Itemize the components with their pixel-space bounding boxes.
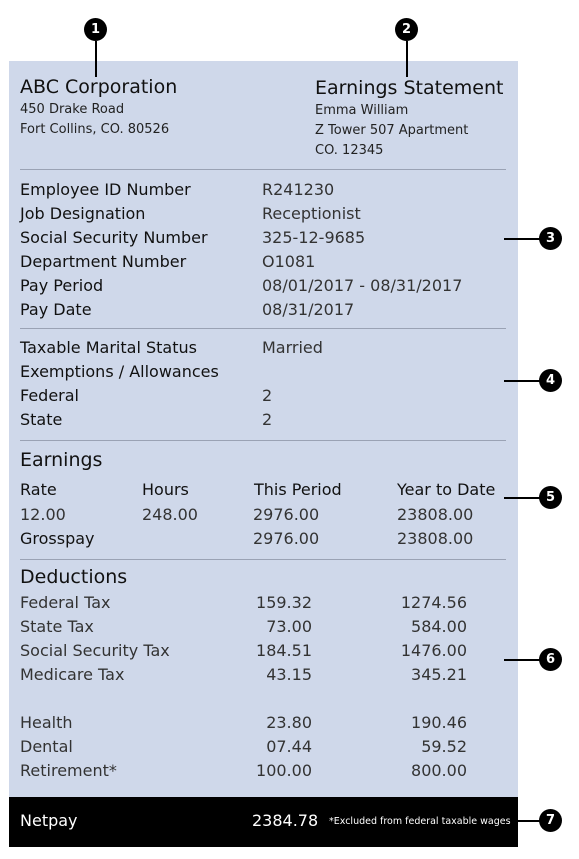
hours-value: 248.00 xyxy=(142,505,198,524)
job-designation-label: Job Designation xyxy=(20,204,146,223)
deduction-label: Health xyxy=(20,713,73,732)
callout-line-7 xyxy=(512,820,540,822)
deduction-period-value: 159.32 xyxy=(256,593,312,612)
divider xyxy=(20,328,506,329)
divider xyxy=(20,559,506,560)
deduction-ytd-value: 1274.56 xyxy=(400,593,467,612)
grosspay-period-value: 2976.00 xyxy=(253,529,320,548)
employee-address-line2: CO. 12345 xyxy=(315,143,384,158)
divider xyxy=(20,169,506,170)
divider xyxy=(20,440,506,441)
callout-marker-1: 1 xyxy=(84,18,107,41)
callout-marker-6: 6 xyxy=(539,648,562,671)
deduction-label: Social Security Tax xyxy=(20,641,170,660)
ssn-label: Social Security Number xyxy=(20,228,208,247)
state-exemptions-label: State xyxy=(20,410,63,429)
callout-marker-3: 3 xyxy=(539,227,562,250)
earnings-title: Earnings xyxy=(20,449,103,471)
year-to-date-header: Year to Date xyxy=(397,480,496,499)
callout-marker-4: 4 xyxy=(539,369,562,392)
grosspay-ytd-value: 23808.00 xyxy=(397,529,474,548)
callout-marker-7: 7 xyxy=(539,809,562,832)
marital-status-label: Taxable Marital Status xyxy=(20,338,197,357)
deduction-period-value: 07.44 xyxy=(266,737,312,756)
this-period-header: This Period xyxy=(254,480,342,499)
job-designation-value: Receptionist xyxy=(262,204,361,223)
deduction-label: Dental xyxy=(20,737,73,756)
company-address-line2: Fort Collins, CO. 80526 xyxy=(20,122,170,137)
federal-exemptions-value: 2 xyxy=(262,386,273,405)
callout-line-2 xyxy=(406,41,408,77)
department-number-value: O1081 xyxy=(262,252,316,271)
deduction-period-value: 73.00 xyxy=(266,617,312,636)
company-name: ABC Corporation xyxy=(20,76,178,98)
deduction-ytd-value: 59.52 xyxy=(421,737,467,756)
employee-id-label: Employee ID Number xyxy=(20,180,191,199)
employee-id-value: R241230 xyxy=(262,180,335,199)
earnings-period-value: 2976.00 xyxy=(253,505,320,524)
deduction-label: Retirement* xyxy=(20,761,117,780)
deduction-ytd-value: 345.21 xyxy=(411,665,467,684)
deduction-period-value: 184.51 xyxy=(256,641,312,660)
netpay-label: Netpay xyxy=(20,811,78,830)
earnings-ytd-value: 23808.00 xyxy=(397,505,474,524)
state-exemptions-value: 2 xyxy=(262,410,273,429)
statement-title: Earnings Statement xyxy=(315,77,504,99)
callout-line-6 xyxy=(504,659,540,661)
callout-line-3 xyxy=(504,238,540,240)
ssn-value: 325-12-9685 xyxy=(262,228,366,247)
department-number-label: Department Number xyxy=(20,252,187,271)
pay-date-value: 08/31/2017 xyxy=(262,300,355,319)
hours-header: Hours xyxy=(142,480,189,499)
netpay-bar xyxy=(9,797,518,847)
deduction-label: State Tax xyxy=(20,617,94,636)
rate-value: 12.00 xyxy=(20,505,66,524)
pay-period-label: Pay Period xyxy=(20,276,104,295)
pay-period-value: 08/01/2017 - 08/31/2017 xyxy=(262,276,463,295)
pay-stub-panel xyxy=(9,61,518,797)
deduction-label: Federal Tax xyxy=(20,593,111,612)
callout-line-4 xyxy=(504,380,540,382)
deduction-period-value: 23.80 xyxy=(266,713,312,732)
federal-exemptions-label: Federal xyxy=(20,386,79,405)
deduction-period-value: 100.00 xyxy=(256,761,312,780)
deduction-ytd-value: 1476.00 xyxy=(400,641,467,660)
callout-line-5 xyxy=(504,497,540,499)
deduction-ytd-value: 800.00 xyxy=(411,761,467,780)
callout-line-1 xyxy=(95,41,97,77)
deductions-title: Deductions xyxy=(20,566,128,588)
rate-header: Rate xyxy=(20,480,57,499)
callout-marker-5: 5 xyxy=(539,486,562,509)
deduction-period-value: 43.15 xyxy=(266,665,312,684)
marital-status-value: Married xyxy=(262,338,323,357)
callout-marker-2: 2 xyxy=(395,18,418,41)
exemptions-label: Exemptions / Allowances xyxy=(20,362,219,381)
deduction-ytd-value: 584.00 xyxy=(411,617,467,636)
netpay-footnote: *Excluded from federal taxable wages xyxy=(329,816,511,827)
deduction-label: Medicare Tax xyxy=(20,665,125,684)
employee-name: Emma William xyxy=(315,103,409,118)
company-address-line1: 450 Drake Road xyxy=(20,102,125,117)
deduction-ytd-value: 190.46 xyxy=(411,713,467,732)
grosspay-label: Grosspay xyxy=(20,529,95,548)
netpay-amount: 2384.78 xyxy=(252,811,319,830)
employee-address-line1: Z Tower 507 Apartment xyxy=(315,123,469,138)
pay-date-label: Pay Date xyxy=(20,300,92,319)
